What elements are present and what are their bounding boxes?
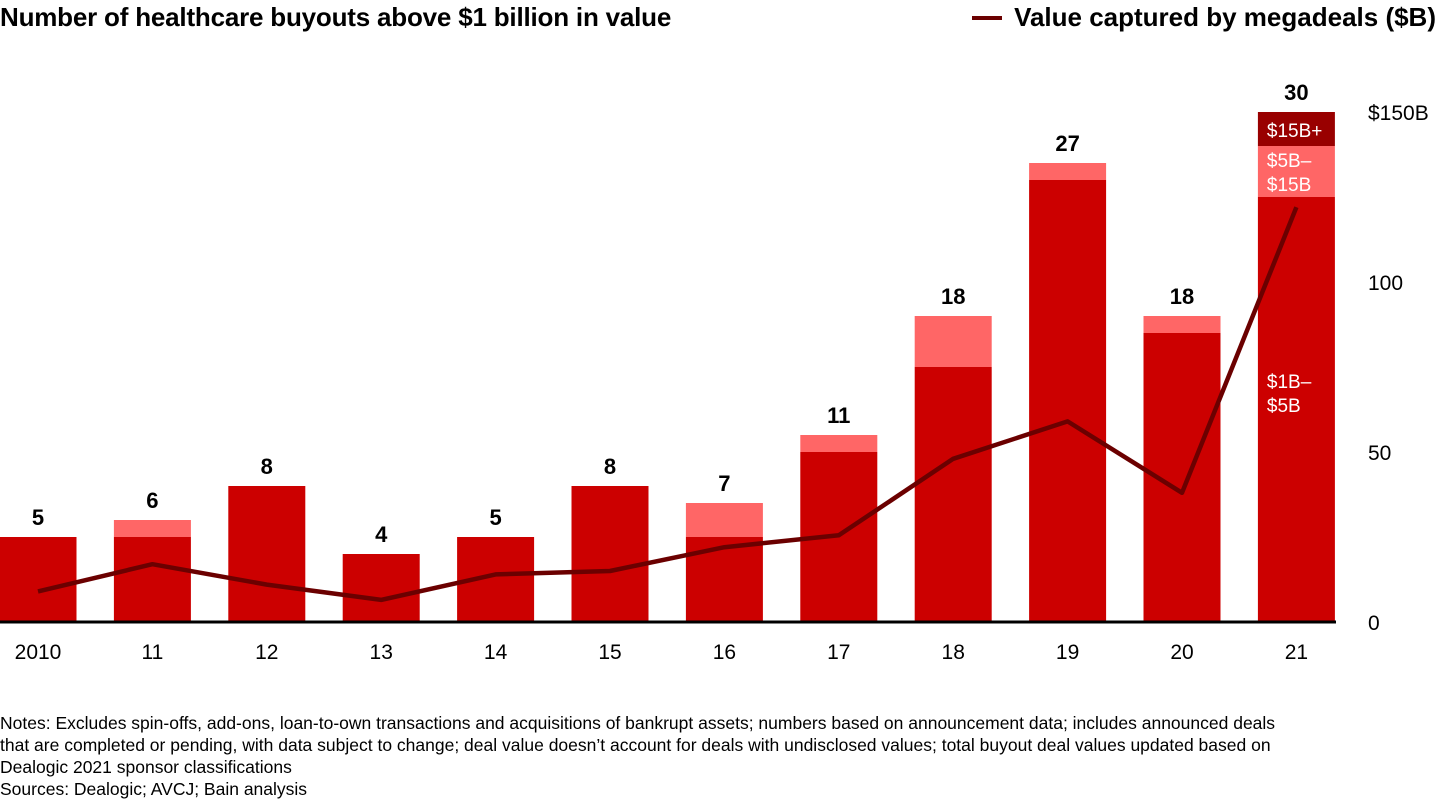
- notes-line-2: that are completed or pending, with data…: [0, 735, 1271, 755]
- x-tick-label-2010: 2010: [15, 641, 62, 664]
- total-label-15: 8: [604, 454, 616, 479]
- x-tick-label-12: 12: [255, 641, 278, 664]
- total-label-17: 11: [827, 403, 850, 428]
- bar-segment-1b-5b-15: [571, 486, 649, 622]
- x-tick-label-20: 20: [1170, 641, 1193, 664]
- segment-label-1b-5b: $1B–: [1267, 372, 1312, 393]
- x-tick-label-19: 19: [1056, 641, 1079, 664]
- total-label-2010: 5: [32, 505, 44, 530]
- segment-label-5b-15b: $5B–: [1267, 151, 1312, 172]
- right-axis-tick-label-50: 50: [1368, 442, 1391, 465]
- x-tick-label-21: 21: [1285, 641, 1308, 664]
- bar-segment-1b-5b-13: [342, 554, 420, 622]
- bar-segment-1b-5b-12: [228, 486, 306, 622]
- total-label-11: 6: [146, 488, 158, 513]
- segment-label-15b: $15B+: [1267, 121, 1322, 142]
- bar-segment-1b-5b-11: [113, 537, 191, 622]
- notes-line-1: Notes: Excludes spin-offs, add-ons, loan…: [0, 713, 1276, 733]
- legend-line-swatch-icon: [972, 15, 1003, 20]
- bar-segment-5b-15b-18: [914, 316, 992, 367]
- bar-segment-1b-5b-19: [1029, 180, 1107, 622]
- notes-line-3: Dealogic 2021 sponsor classifications: [0, 757, 292, 777]
- bar-segment-1b-5b-18: [914, 367, 992, 622]
- x-tick-label-16: 16: [713, 641, 736, 664]
- x-tick-label-11: 11: [141, 641, 163, 664]
- right-axis-tick-label-100: 100: [1368, 272, 1403, 295]
- segment-label-5b-15b: $15B: [1267, 175, 1311, 196]
- megadeal-value-line: [37, 206, 1299, 603]
- sources: Sources: Dealogic; AVCJ; Bain analysis: [0, 779, 308, 799]
- legend: Value captured by megadeals ($B): [972, 2, 1436, 33]
- right-axis-tick-label-150: $150B: [1368, 102, 1429, 125]
- chart-title: Number of healthcare buyouts above $1 bi…: [0, 2, 672, 32]
- bar-segment-5b-15b-21: [1257, 146, 1335, 197]
- total-label-13: 4: [375, 522, 388, 547]
- bar-segment-5b-15b-20: [1143, 316, 1221, 333]
- x-tick-label-17: 17: [827, 641, 850, 664]
- bar-segment-15b-21: [1257, 112, 1335, 146]
- x-tick-label-18: 18: [942, 641, 965, 664]
- total-label-19: 27: [1055, 131, 1079, 156]
- bar-segment-5b-15b-11: [113, 520, 191, 537]
- total-label-21: 30: [1284, 80, 1308, 105]
- bar-segment-5b-15b-19: [1029, 163, 1107, 180]
- x-tick-label-14: 14: [484, 641, 508, 664]
- bar-segment-1b-5b-2010: [0, 537, 77, 622]
- x-tick-label-15: 15: [598, 641, 621, 664]
- total-label-20: 18: [1170, 284, 1194, 309]
- right-axis-tick-label-0: 0: [1368, 612, 1380, 635]
- total-label-18: 18: [941, 284, 965, 309]
- segment-label-1b-5b: $5B: [1267, 396, 1301, 417]
- bar-segment-5b-15b-16: [685, 503, 763, 537]
- total-label-14: 5: [489, 505, 501, 530]
- legend-label: Value captured by megadeals ($B): [1014, 2, 1436, 32]
- x-tick-label-13: 13: [370, 641, 393, 664]
- notes: Notes: Excludes spin-offs, add-ons, loan…: [0, 712, 1440, 800]
- chart-area: 5 2010 6 11 8 12 4 13 5 14 8 15 7 16 11 17 18 18 27 19 18 20 3…: [0, 80, 1429, 664]
- bar-segment-1b-5b-16: [685, 537, 763, 622]
- bar-segment-5b-15b-17: [800, 435, 878, 452]
- total-label-12: 8: [261, 454, 273, 479]
- total-label-16: 7: [718, 471, 730, 496]
